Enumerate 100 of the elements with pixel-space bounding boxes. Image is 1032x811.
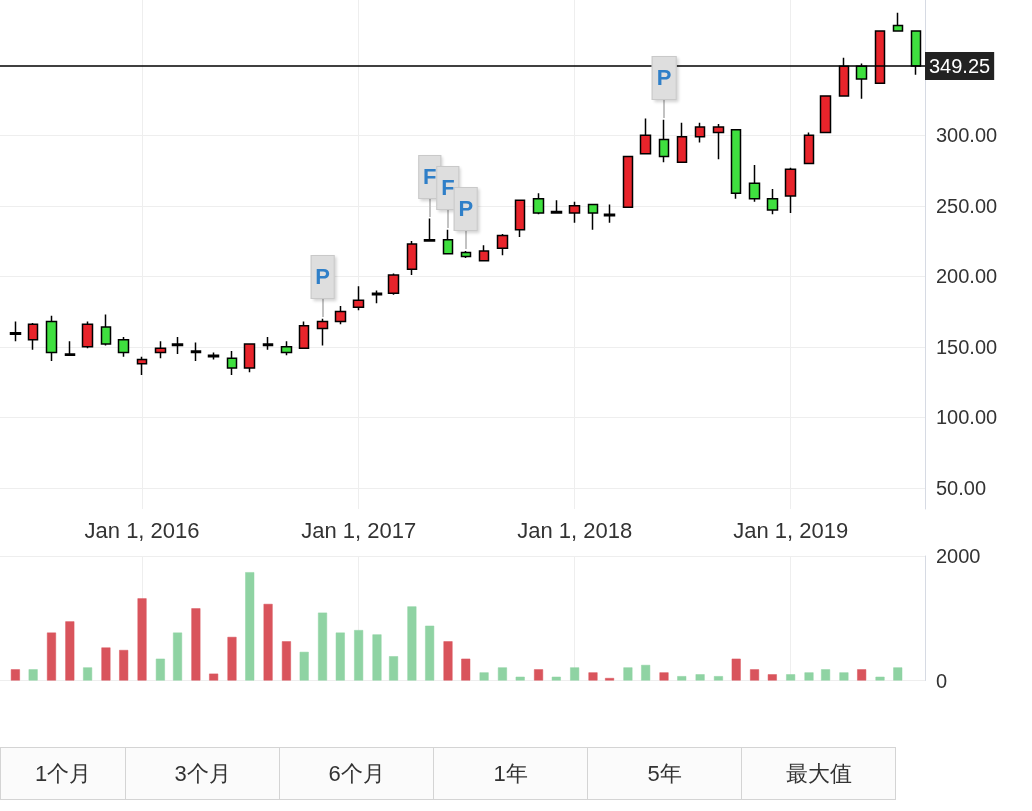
bar	[534, 669, 544, 681]
candlestick	[784, 167, 797, 214]
annotation: P	[651, 55, 677, 100]
x-tick-label: Jan 1, 2017	[301, 517, 417, 543]
candlestick	[406, 240, 418, 276]
bar	[821, 669, 831, 681]
candlestick	[819, 95, 832, 134]
candlestick	[532, 192, 545, 216]
candlestick	[568, 200, 581, 224]
candlestick	[550, 199, 563, 214]
annotation: P	[453, 186, 479, 231]
bar	[588, 672, 598, 681]
candlestick	[496, 233, 509, 256]
bar	[191, 608, 201, 681]
bar	[83, 667, 93, 681]
bar	[893, 667, 903, 681]
bar	[425, 625, 435, 681]
candlestick	[892, 11, 904, 32]
bar	[713, 676, 723, 681]
annotation: P	[310, 254, 335, 299]
bar	[318, 612, 328, 681]
candlestick	[622, 155, 634, 209]
candlestick	[171, 336, 184, 355]
bar	[137, 598, 147, 681]
candlestick	[803, 131, 815, 165]
y-tick-label: 250.00	[936, 194, 998, 217]
candlestick	[64, 340, 76, 357]
x-tick-label: Jan 1, 2018	[517, 517, 633, 543]
candlestick	[262, 336, 274, 351]
bar	[119, 650, 129, 681]
candlestick	[676, 121, 688, 163]
bar	[10, 669, 20, 681]
bar	[101, 647, 111, 681]
bar	[227, 636, 237, 681]
candlestick	[280, 340, 293, 357]
bar	[372, 634, 382, 681]
bar	[875, 676, 885, 681]
bar	[623, 667, 633, 681]
bar	[731, 658, 741, 681]
candlestick	[117, 336, 130, 358]
bar	[570, 667, 580, 681]
candlestick	[81, 320, 94, 350]
bar	[767, 674, 777, 681]
bar	[209, 673, 219, 681]
bar	[839, 672, 849, 681]
bar	[786, 674, 796, 681]
bar	[461, 658, 471, 681]
candlestick	[639, 117, 652, 155]
y-tick-label: 100.00	[936, 406, 998, 429]
ref-line-label: 349.25	[929, 54, 991, 77]
candlestick	[423, 217, 436, 242]
bar	[245, 572, 255, 681]
bar	[695, 674, 705, 681]
candlestick	[190, 341, 202, 362]
bar	[443, 641, 453, 681]
bar	[299, 651, 309, 681]
candlestick	[658, 119, 670, 163]
y-tick-label: 0	[936, 669, 948, 692]
candlestick	[226, 350, 238, 376]
bar	[659, 672, 669, 681]
candlestick	[514, 199, 526, 238]
bar	[515, 676, 525, 681]
range-button: 5年	[587, 747, 742, 800]
bar	[407, 606, 417, 681]
bar	[389, 656, 399, 681]
bar	[155, 658, 165, 681]
y-tick-label: 2000	[936, 545, 981, 567]
bar	[281, 641, 291, 681]
x-tick-label: Jan 1, 2019	[733, 517, 849, 543]
candlestick	[27, 322, 39, 351]
range-button: 1个月	[0, 747, 126, 800]
candlestick	[100, 313, 112, 347]
range-button: 最大值	[741, 747, 896, 800]
candlestick	[243, 343, 256, 373]
bar	[65, 621, 75, 681]
candlestick	[748, 164, 761, 203]
bar	[263, 603, 273, 681]
bar	[479, 672, 489, 681]
y-tick-label: 150.00	[936, 335, 998, 358]
y-tick-label: 50.00	[936, 476, 987, 499]
range-button: 1年	[433, 747, 588, 800]
candlestick	[730, 128, 742, 200]
bar	[641, 664, 651, 681]
candlestick	[587, 203, 599, 231]
bar	[804, 672, 814, 681]
candlestick	[442, 229, 454, 255]
x-tick-label: Jan 1, 2016	[84, 517, 200, 543]
candlestick	[154, 340, 167, 359]
candlestick	[45, 315, 58, 362]
annotation: F	[417, 154, 442, 199]
candlestick	[9, 320, 22, 342]
bar	[551, 676, 561, 681]
candlestick	[136, 355, 148, 376]
candlestick	[478, 244, 490, 262]
candlestick	[316, 317, 329, 347]
bar	[677, 676, 687, 681]
bar	[354, 630, 364, 681]
y-tick-label: 300.00	[936, 124, 998, 147]
bar	[335, 632, 345, 681]
annotation: F	[436, 165, 460, 210]
